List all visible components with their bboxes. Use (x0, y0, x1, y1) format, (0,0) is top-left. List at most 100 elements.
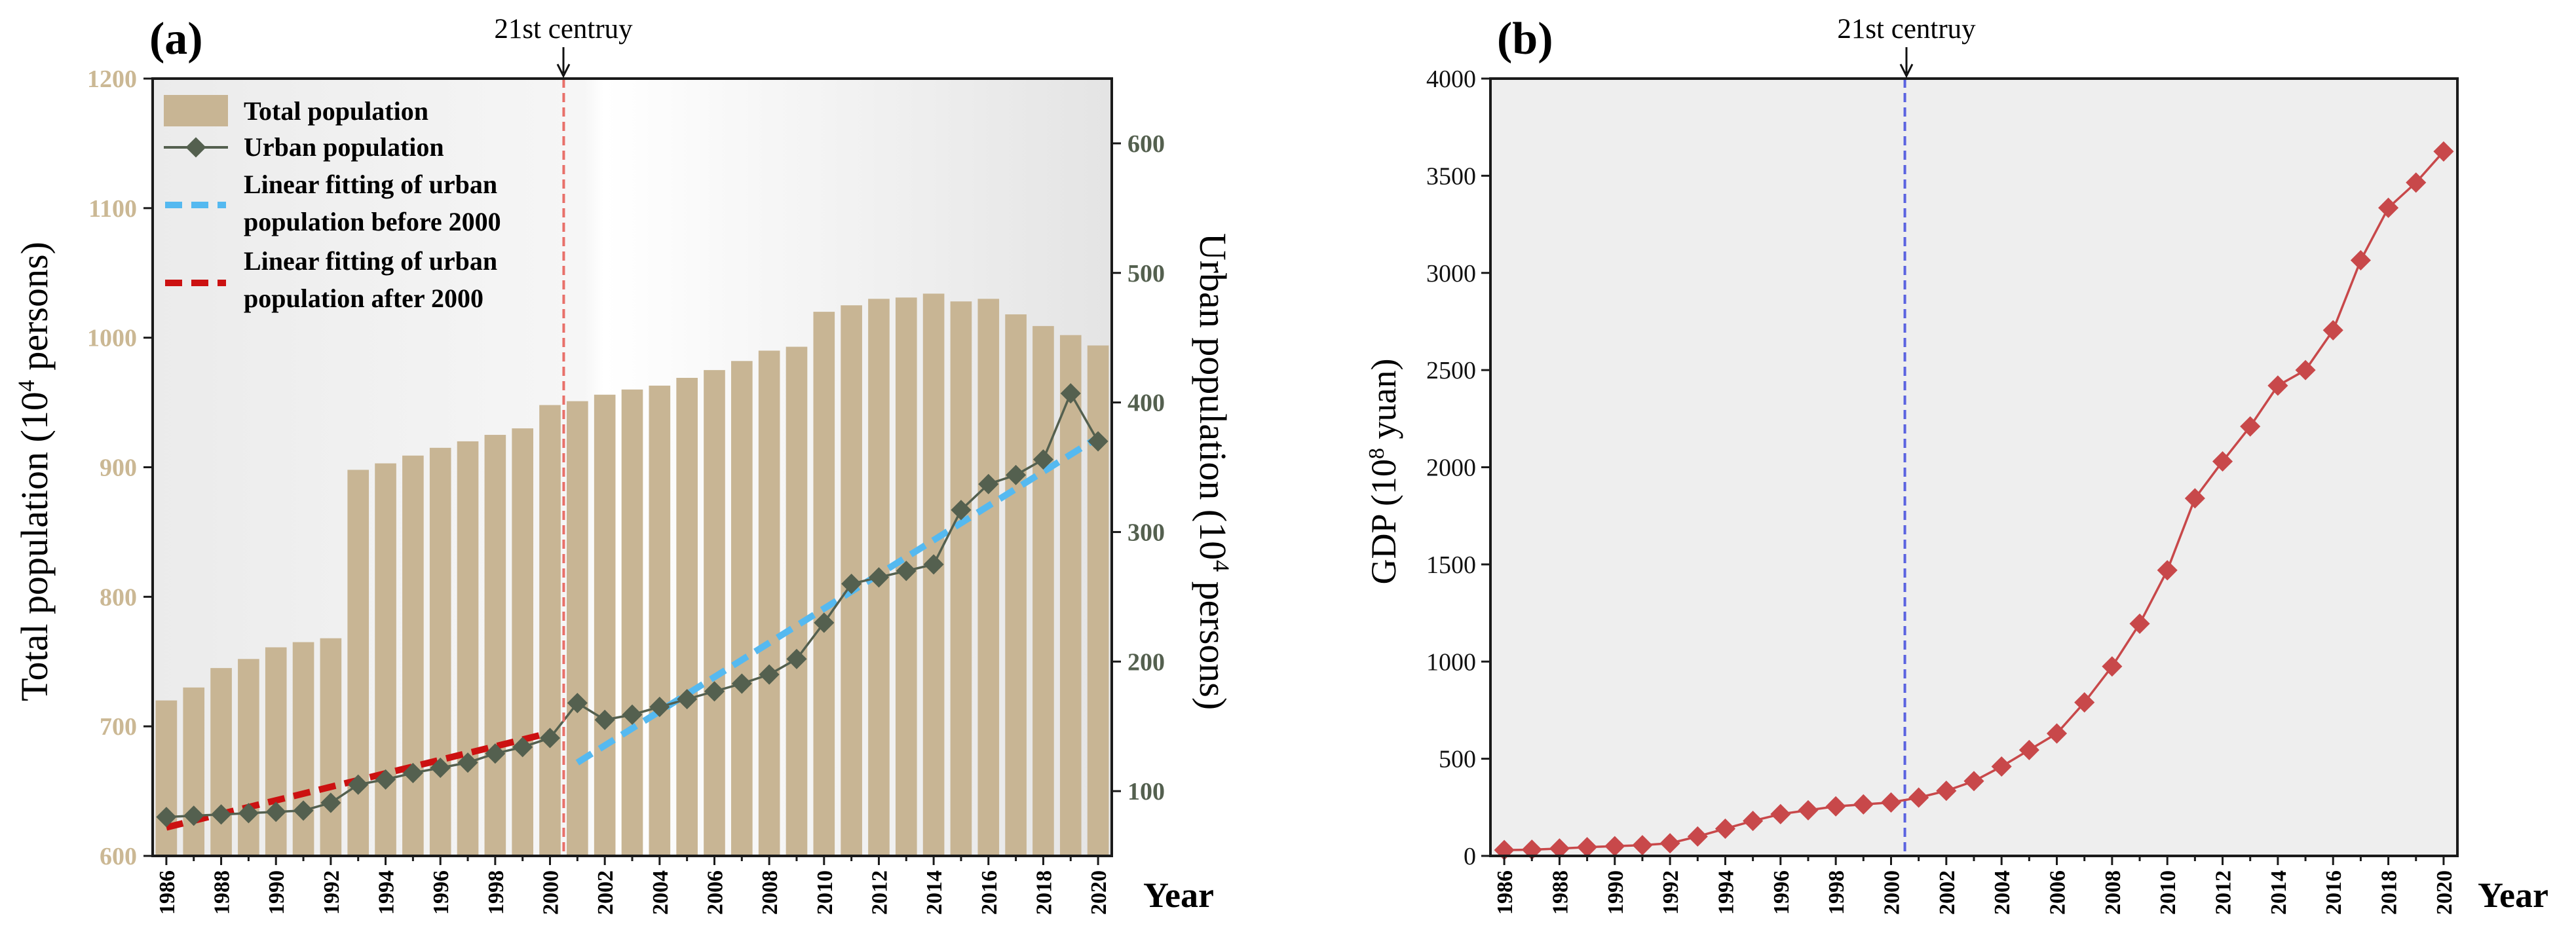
left-y-axis-ticks: 600 700 800 900 1000 1100 1200 (87, 65, 153, 870)
x-tick-label-b-1990: 1990 (1604, 870, 1628, 915)
gdp-marker-1995 (1743, 811, 1764, 832)
bar-total-population-2015 (950, 301, 972, 857)
left-y-tick-label-1000: 1000 (87, 325, 137, 352)
x-axis-title-b: Year (2478, 876, 2548, 915)
bar-total-population-2010 (813, 312, 835, 857)
x-axis-ticks: 1986 1988 1990 1992 1994 1996 1998 2000 2002 2004… (155, 856, 1111, 915)
right-y-axis-title-main: Urban population (10 (1192, 233, 1234, 560)
bar-total-population-1994 (375, 463, 396, 856)
bar-total-population-1990 (265, 647, 287, 856)
x-tick-label-1992: 1992 (320, 870, 344, 915)
legend-label-fit-after-line1: Linear fitting of urban (244, 246, 497, 276)
bar-total-population-2000 (539, 405, 561, 856)
x-axis-ticks-b: 1986 1988 1990 1992 1994 1996 1998 2000 2002 2004… (1493, 856, 2457, 915)
left-y-axis-title-main: Total population (10 (13, 392, 56, 701)
gdp-marker-2011 (2184, 488, 2205, 509)
y-tick-label-b-500: 500 (1439, 746, 1476, 773)
x-tick-label-2000: 2000 (539, 870, 563, 915)
gdp-marker-1992 (1659, 833, 1680, 854)
x-tick-label-b-2014: 2014 (2267, 870, 2291, 915)
x-tick-label-1986: 1986 (155, 870, 180, 915)
gdp-marker-2007 (2074, 692, 2095, 713)
x-tick-label-b-2020: 2020 (2433, 870, 2457, 915)
x-tick-label-b-2006: 2006 (2046, 870, 2070, 915)
left-y-tick-label-900: 900 (100, 454, 137, 482)
panel-b: 1986 1988 1990 1992 1994 1996 1998 2000 2002 2004… (1364, 14, 2548, 915)
x-tick-label-b-2010: 2010 (2156, 870, 2180, 915)
bar-total-population-2002 (594, 394, 616, 856)
bar-total-population-2019 (1059, 335, 1082, 857)
bar-total-population-1987 (183, 687, 205, 856)
bar-total-population-2001 (567, 401, 588, 856)
x-tick-label-2016: 2016 (977, 870, 1002, 915)
gdp-marker-2020 (2433, 141, 2454, 162)
right-y-tick-label-100: 100 (1127, 778, 1165, 805)
left-y-axis-title-sup: 4 (13, 380, 39, 392)
y-axis-title-b-tail: yuan) (1364, 359, 1403, 448)
bar-total-population-2020 (1087, 345, 1109, 856)
left-y-tick-label-800: 800 (100, 583, 137, 611)
y-axis-title-b: GDP (108 yuan) (1364, 359, 1403, 585)
gdp-marker-1993 (1687, 826, 1708, 847)
x-tick-label-b-1994: 1994 (1714, 870, 1738, 915)
urban-marker-2006 (704, 681, 725, 702)
bar-total-population-2009 (786, 346, 808, 856)
bar-total-population-2007 (731, 361, 753, 856)
gdp-marker-2001 (1908, 787, 1929, 808)
gdp-marker-1991 (1632, 835, 1653, 856)
x-tick-label-1988: 1988 (210, 870, 235, 915)
bar-total-population-1995 (402, 455, 424, 856)
right-y-axis-title-sup: 4 (1208, 560, 1234, 572)
left-y-tick-label-1100: 1100 (88, 195, 137, 223)
panel-b-annotation: 21st centruy (1837, 14, 1976, 45)
gdp-marker-2018 (2378, 197, 2399, 218)
x-tick-label-2014: 2014 (922, 870, 947, 915)
bar-total-population-2005 (676, 377, 698, 856)
legend-swatch-total-population (164, 95, 228, 126)
gdp-marker-1989 (1577, 837, 1598, 858)
y-axis-title-b-main: GDP (10 (1364, 459, 1403, 585)
bar-total-population-2017 (1005, 314, 1027, 857)
y-tick-label-b-2500: 2500 (1426, 357, 1476, 384)
x-tick-label-2002: 2002 (594, 870, 618, 915)
gdp-marker-2008 (2102, 656, 2123, 677)
bar-total-population-1999 (512, 428, 533, 856)
bar-total-population-2008 (758, 350, 780, 856)
gdp-marker-2005 (2018, 739, 2039, 760)
bar-total-population-1997 (457, 441, 479, 856)
x-tick-label-1990: 1990 (265, 870, 289, 915)
right-y-tick-label-200: 200 (1127, 648, 1165, 676)
annotation-arrow (556, 47, 571, 79)
bar-total-population-1996 (429, 447, 451, 856)
bar-total-population-2018 (1032, 325, 1054, 856)
x-tick-label-b-2012: 2012 (2212, 870, 2236, 915)
gdp-marker-1999 (1853, 794, 1874, 815)
y-tick-label-b-4000: 4000 (1426, 65, 1476, 93)
bar-total-population-1992 (320, 638, 342, 856)
bar-total-population-1986 (155, 700, 178, 856)
right-y-tick-label-600: 600 (1127, 130, 1165, 158)
left-y-axis-title: Total population (104 persons) (13, 242, 56, 701)
x-tick-label-b-2004: 2004 (1990, 870, 2015, 915)
fit-line-before-2000 (575, 434, 1100, 766)
x-tick-label-b-2000: 2000 (1880, 870, 1904, 915)
gdp-marker-2015 (2295, 360, 2316, 380)
x-tick-label-2004: 2004 (649, 870, 673, 915)
x-axis-title: Year (1143, 876, 1214, 915)
bar-total-population-1988 (210, 668, 232, 856)
gdp-marker-2017 (2350, 250, 2371, 271)
gdp-marker-1990 (1604, 836, 1625, 857)
x-tick-label-b-1986: 1986 (1493, 870, 1517, 915)
bar-total-population-2004 (649, 385, 671, 856)
right-y-axis-title: Urban population (104 persons) (1192, 233, 1234, 710)
urban-marker-1991 (293, 800, 314, 821)
gdp-marker-1998 (1825, 796, 1846, 817)
legend-label-fit-before-line2: population before 2000 (244, 207, 501, 236)
panel-a-label: (a) (149, 14, 203, 64)
x-tick-label-b-2016: 2016 (2322, 870, 2346, 915)
right-y-axis-title-tail: persons) (1192, 572, 1234, 710)
gdp-marker-1996 (1770, 804, 1791, 824)
left-y-tick-label-600: 600 (100, 843, 137, 870)
gdp-marker-2019 (2406, 172, 2427, 193)
left-y-tick-label-700: 700 (100, 713, 137, 741)
